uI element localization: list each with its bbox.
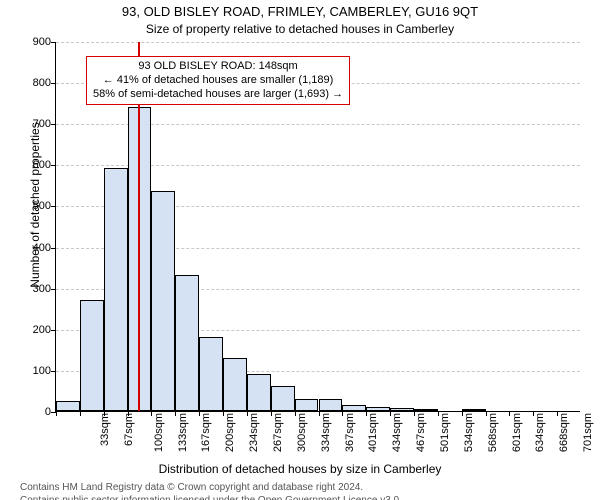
x-tick-mark bbox=[271, 411, 272, 416]
x-tick-mark bbox=[366, 411, 367, 416]
footer-line: Contains public sector information licen… bbox=[20, 495, 580, 500]
histogram-bar bbox=[151, 191, 175, 411]
y-tick-label: 400 bbox=[21, 242, 51, 254]
y-tick-mark bbox=[51, 42, 56, 43]
y-tick-label: 700 bbox=[21, 118, 51, 130]
x-tick-mark bbox=[438, 411, 439, 416]
x-tick-mark bbox=[128, 411, 129, 416]
histogram-bar bbox=[342, 405, 366, 411]
annotation-line: ← 41% of detached houses are smaller (1,… bbox=[93, 74, 343, 88]
x-tick-label: 100sqm bbox=[153, 413, 165, 452]
x-tick-label: 534sqm bbox=[463, 413, 475, 452]
y-tick-label: 0 bbox=[21, 406, 51, 418]
x-tick-mark bbox=[56, 411, 57, 416]
y-tick-mark bbox=[51, 83, 56, 84]
histogram-bar bbox=[366, 407, 390, 411]
plot-area: 93 OLD BISLEY ROAD: 148sqm ← 41% of deta… bbox=[55, 42, 580, 412]
x-tick-mark bbox=[175, 411, 176, 416]
chart-title: 93, OLD BISLEY ROAD, FRIMLEY, CAMBERLEY,… bbox=[0, 4, 600, 19]
x-tick-mark bbox=[509, 411, 510, 416]
footer-line: Contains HM Land Registry data © Crown c… bbox=[20, 482, 580, 495]
x-tick-label: 401sqm bbox=[368, 413, 380, 452]
x-tick-label: 634sqm bbox=[535, 413, 547, 452]
histogram-bar bbox=[223, 358, 247, 411]
chart-page: 93, OLD BISLEY ROAD, FRIMLEY, CAMBERLEY,… bbox=[0, 0, 600, 500]
x-axis-label: Distribution of detached houses by size … bbox=[0, 462, 600, 476]
x-tick-mark bbox=[557, 411, 558, 416]
y-tick-mark bbox=[51, 330, 56, 331]
x-tick-mark bbox=[390, 411, 391, 416]
histogram-bar bbox=[175, 275, 199, 411]
histogram-bar bbox=[80, 300, 104, 411]
x-tick-label: 267sqm bbox=[272, 413, 284, 452]
histogram-bar bbox=[104, 168, 128, 411]
x-tick-mark bbox=[486, 411, 487, 416]
x-tick-label: 234sqm bbox=[248, 413, 260, 452]
y-tick-mark bbox=[51, 124, 56, 125]
x-tick-label: 334sqm bbox=[320, 413, 332, 452]
x-tick-label: 300sqm bbox=[296, 413, 308, 452]
x-tick-mark bbox=[342, 411, 343, 416]
histogram-bar bbox=[271, 386, 295, 411]
x-tick-mark bbox=[295, 411, 296, 416]
x-tick-label: 668sqm bbox=[558, 413, 570, 452]
y-tick-label: 300 bbox=[21, 283, 51, 295]
x-tick-mark bbox=[151, 411, 152, 416]
x-tick-mark bbox=[247, 411, 248, 416]
x-tick-label: 367sqm bbox=[344, 413, 356, 452]
x-tick-label: 167sqm bbox=[201, 413, 213, 452]
y-tick-label: 200 bbox=[21, 324, 51, 336]
x-tick-label: 501sqm bbox=[439, 413, 451, 452]
histogram-bar bbox=[199, 337, 223, 411]
annotation-line: 58% of semi-detached houses are larger (… bbox=[93, 88, 343, 102]
histogram-bar bbox=[414, 409, 438, 411]
x-tick-label: 434sqm bbox=[391, 413, 403, 452]
x-tick-label: 33sqm bbox=[99, 413, 111, 446]
y-tick-label: 100 bbox=[21, 365, 51, 377]
y-tick-label: 900 bbox=[21, 36, 51, 48]
x-tick-label: 67sqm bbox=[123, 413, 135, 446]
chart-footer: Contains HM Land Registry data © Crown c… bbox=[20, 482, 580, 500]
y-tick-mark bbox=[51, 206, 56, 207]
x-tick-mark bbox=[414, 411, 415, 416]
y-tick-label: 800 bbox=[21, 77, 51, 89]
histogram-bar bbox=[247, 374, 271, 411]
y-tick-label: 500 bbox=[21, 200, 51, 212]
y-tick-mark bbox=[51, 371, 56, 372]
x-tick-label: 601sqm bbox=[511, 413, 523, 452]
histogram-bar bbox=[462, 409, 486, 411]
histogram-bar bbox=[319, 399, 343, 411]
x-tick-label: 467sqm bbox=[415, 413, 427, 452]
annotation-line: 93 OLD BISLEY ROAD: 148sqm bbox=[93, 60, 343, 74]
x-tick-mark bbox=[533, 411, 534, 416]
histogram-bar bbox=[390, 408, 414, 411]
x-tick-mark bbox=[80, 411, 81, 416]
x-tick-label: 701sqm bbox=[582, 413, 594, 452]
chart-subtitle: Size of property relative to detached ho… bbox=[0, 22, 600, 36]
histogram-bar bbox=[56, 401, 80, 411]
x-tick-label: 133sqm bbox=[177, 413, 189, 452]
histogram-bar bbox=[295, 399, 319, 411]
x-tick-label: 568sqm bbox=[487, 413, 499, 452]
grid-line bbox=[56, 42, 580, 43]
x-tick-mark bbox=[319, 411, 320, 416]
x-tick-mark bbox=[104, 411, 105, 416]
y-tick-mark bbox=[51, 289, 56, 290]
y-tick-mark bbox=[51, 165, 56, 166]
y-tick-mark bbox=[51, 248, 56, 249]
annotation-box: 93 OLD BISLEY ROAD: 148sqm ← 41% of deta… bbox=[86, 56, 350, 105]
x-tick-mark bbox=[462, 411, 463, 416]
x-tick-mark bbox=[199, 411, 200, 416]
x-tick-label: 200sqm bbox=[224, 413, 236, 452]
y-tick-label: 600 bbox=[21, 159, 51, 171]
x-tick-mark bbox=[223, 411, 224, 416]
